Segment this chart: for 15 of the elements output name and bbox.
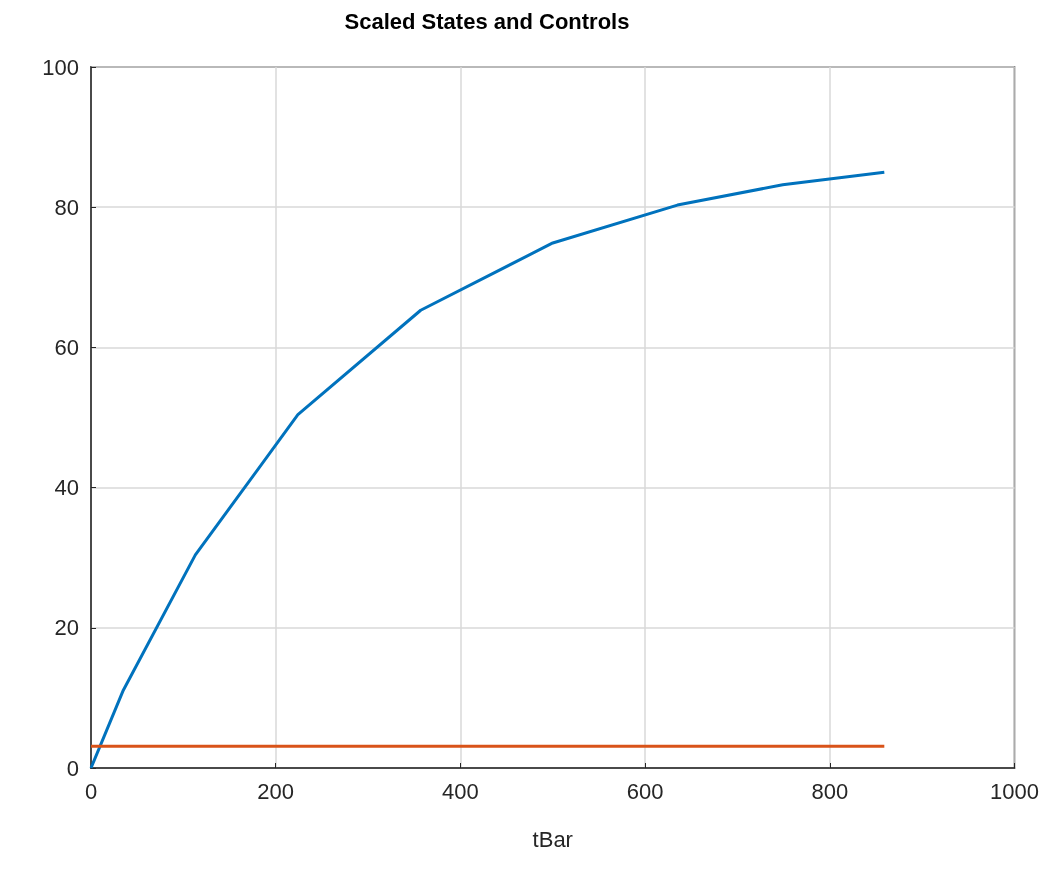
y-tick-label: 0: [66, 755, 79, 781]
y-tick-label: 40: [54, 475, 79, 501]
y-tick-label: 20: [54, 615, 79, 641]
x-tick-label: 600: [626, 778, 664, 804]
y-tick-label: 60: [54, 334, 79, 360]
x-tick-label: 800: [811, 778, 849, 804]
line-series: [89, 170, 886, 770]
x-tick-label: 0: [84, 778, 98, 804]
x-axis-title: tBar: [532, 826, 573, 852]
chart-title: Scaled States and Controls: [344, 8, 630, 34]
x-tick-label: 1000: [990, 778, 1040, 804]
y-tick-label: 80: [54, 194, 79, 220]
y-tick-label: 100: [42, 54, 79, 80]
x-tick-label: 200: [257, 778, 295, 804]
x-tick-label: 400: [442, 778, 479, 804]
